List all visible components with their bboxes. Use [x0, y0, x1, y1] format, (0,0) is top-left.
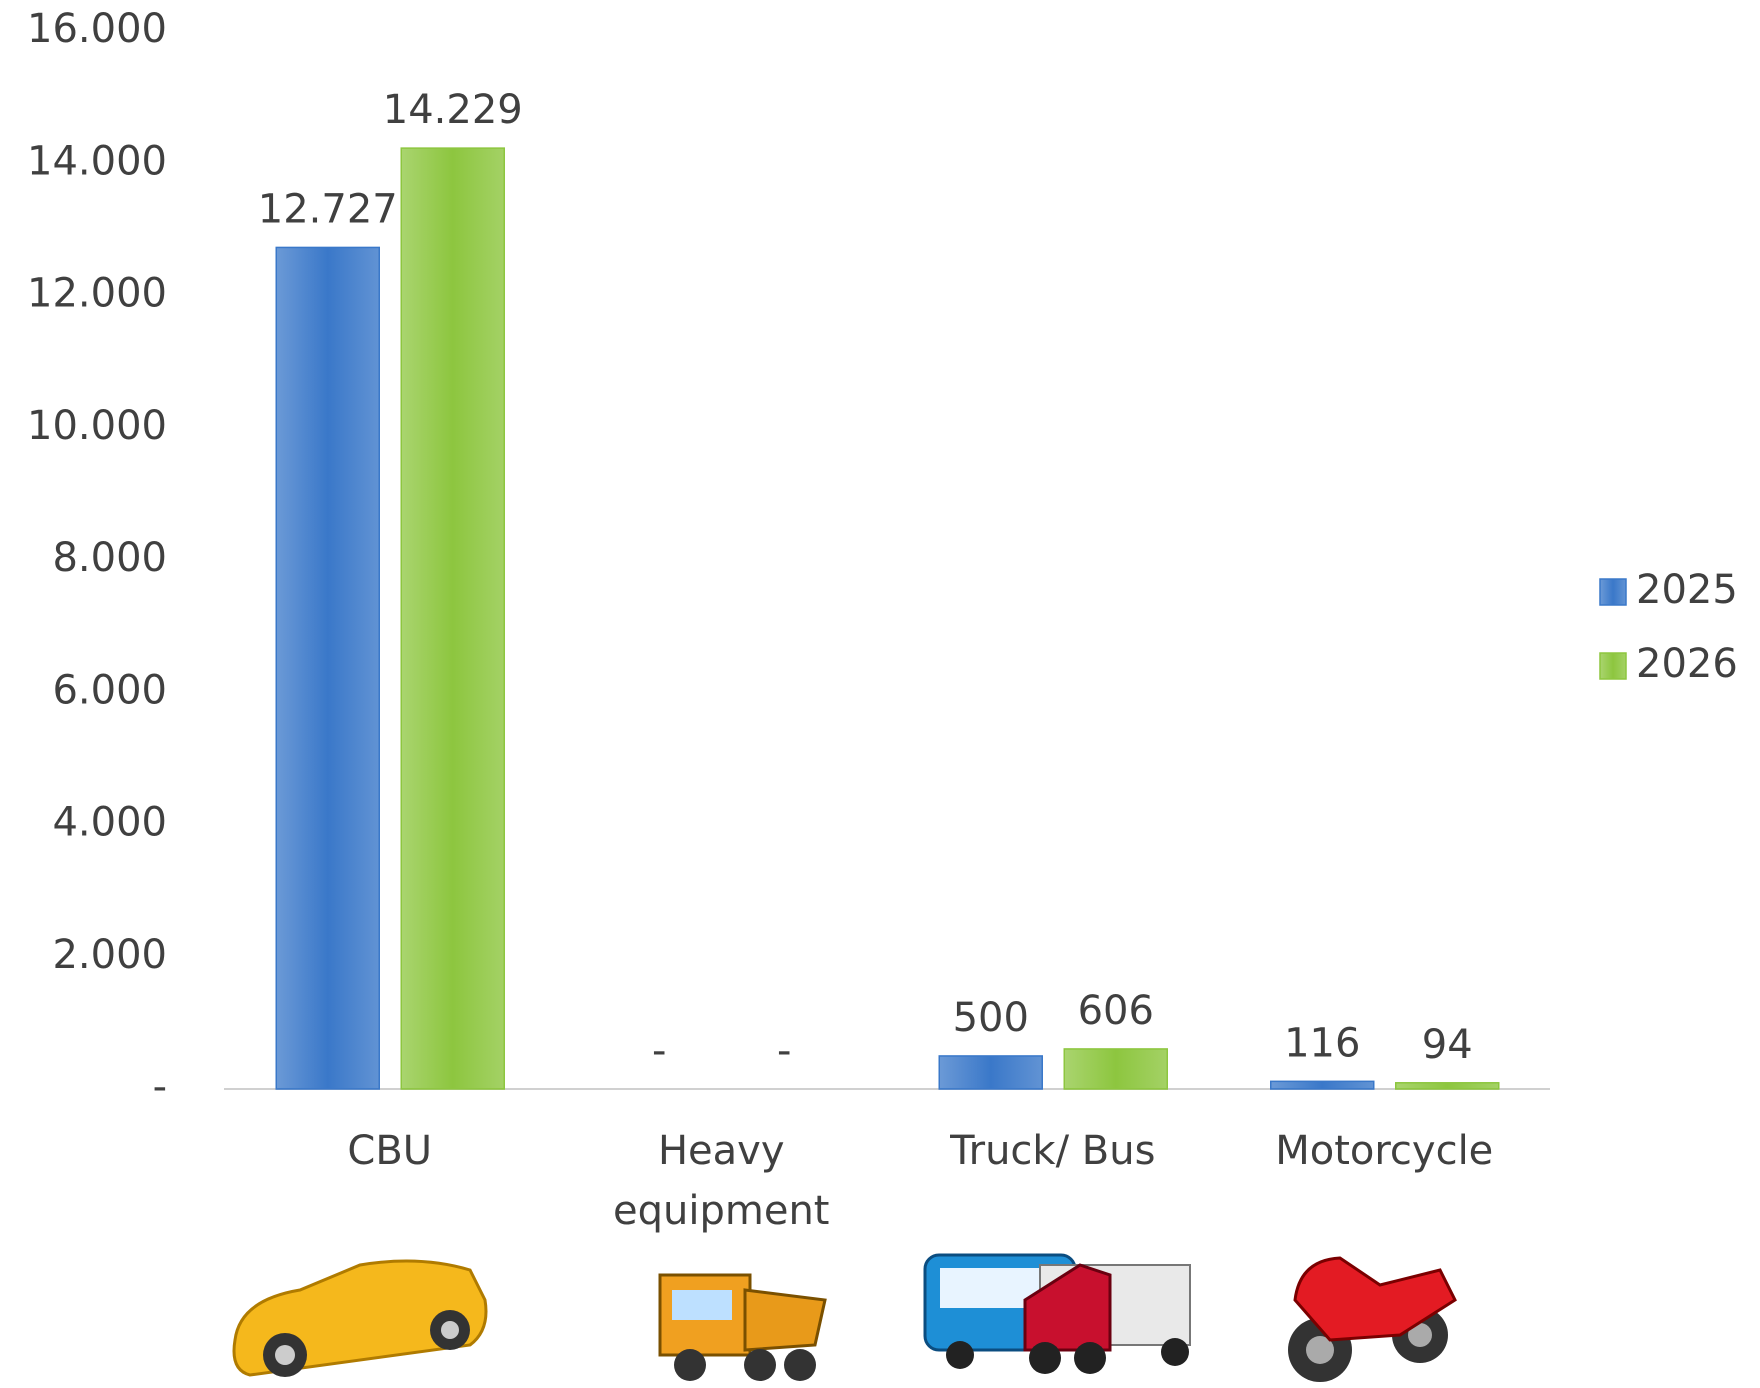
value-label: 606 [1078, 988, 1154, 1034]
value-label: 500 [953, 995, 1029, 1041]
y-tick-label: 6.000 [52, 667, 167, 713]
y-tick-label: 10.000 [27, 403, 167, 449]
legend-swatch [1599, 652, 1627, 680]
x-tick-label: CBU [347, 1128, 433, 1174]
x-tick-label: Truck/ Bus [950, 1128, 1156, 1174]
car-icon [232, 1259, 488, 1377]
x-tick-label: Motorcycle [1275, 1128, 1494, 1174]
bar [1270, 1080, 1375, 1090]
value-label: 116 [1284, 1020, 1360, 1066]
value-label: 14.229 [383, 87, 523, 133]
truck-icon [658, 1273, 827, 1381]
value-label: 94 [1422, 1022, 1473, 1068]
value-label: - [652, 1028, 666, 1074]
y-tick-label: 4.000 [52, 800, 167, 846]
bar [275, 246, 380, 1090]
bar [400, 147, 505, 1090]
bar [1395, 1082, 1500, 1090]
legend-label: 2026 [1636, 641, 1738, 687]
legend-label: 2025 [1636, 567, 1738, 613]
bar [1063, 1048, 1168, 1090]
legend-swatch [1599, 578, 1627, 606]
value-label: - [777, 1028, 791, 1074]
bar [938, 1055, 1043, 1090]
y-tick-label: - [153, 1064, 167, 1110]
x-tick-label: Heavy equipment [613, 1128, 830, 1234]
y-tick-label: 12.000 [27, 271, 167, 317]
value-label: 12.727 [258, 186, 398, 232]
y-tick-label: 8.000 [52, 535, 167, 581]
y-tick-label: 14.000 [27, 138, 167, 184]
motorcycle-icon [1288, 1256, 1457, 1382]
y-tick-label: 16.000 [27, 6, 167, 52]
bus-truck-icon [923, 1253, 1191, 1374]
y-tick-label: 2.000 [52, 932, 167, 978]
